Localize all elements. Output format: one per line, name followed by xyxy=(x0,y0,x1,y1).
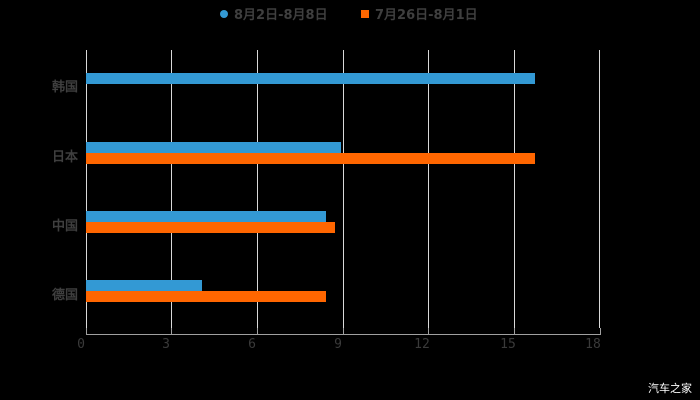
x-tick-label: 0 xyxy=(77,337,85,352)
gridline xyxy=(428,50,429,328)
x-tick-label: 3 xyxy=(162,337,170,352)
gridline xyxy=(171,50,172,328)
x-tick-label: 12 xyxy=(414,337,430,352)
gridline xyxy=(343,50,344,328)
legend-label: 7月26日-8月1日 xyxy=(375,8,478,23)
x-tick-label: 18 xyxy=(585,337,601,352)
legend-item-series1[interactable]: 8月2日-8月8日 xyxy=(220,4,328,23)
bar-germany-series1[interactable] xyxy=(86,280,202,291)
gridline xyxy=(514,50,515,328)
plot-area xyxy=(86,50,600,328)
legend: 8月2日-8月8日 7月26日-8月1日 xyxy=(0,4,700,24)
y-label-china: 中国 xyxy=(51,219,78,234)
y-label-japan: 日本 xyxy=(51,150,78,165)
x-tick xyxy=(86,328,87,335)
watermark-logo: 汽车之家 xyxy=(648,382,692,395)
bar-japan-series2[interactable] xyxy=(86,153,535,164)
x-tick-label: 9 xyxy=(334,337,342,352)
bar-japan-series1[interactable] xyxy=(86,142,341,153)
y-label-germany: 德国 xyxy=(51,288,78,303)
x-tick-label: 15 xyxy=(500,337,516,352)
x-tick xyxy=(257,328,258,335)
y-axis-line xyxy=(86,50,87,328)
bar-germany-series2[interactable] xyxy=(86,291,326,302)
x-tick xyxy=(171,328,172,335)
x-tick xyxy=(600,328,601,335)
legend-item-series2[interactable]: 7月26日-8月1日 xyxy=(361,4,478,23)
y-label-korea: 韩国 xyxy=(51,80,78,95)
gridline xyxy=(599,50,600,328)
x-tick xyxy=(514,328,515,335)
gridline xyxy=(257,50,258,328)
legend-label: 8月2日-8月8日 xyxy=(234,8,328,23)
square-marker-icon xyxy=(361,9,369,18)
bar-china-series1[interactable] xyxy=(86,211,326,222)
x-tick xyxy=(343,328,344,335)
x-tick-label: 6 xyxy=(248,337,256,352)
circle-marker-icon xyxy=(220,9,228,18)
bar-china-series2[interactable] xyxy=(86,222,335,233)
bar-korea-series1[interactable] xyxy=(86,73,535,84)
x-tick xyxy=(428,328,429,335)
